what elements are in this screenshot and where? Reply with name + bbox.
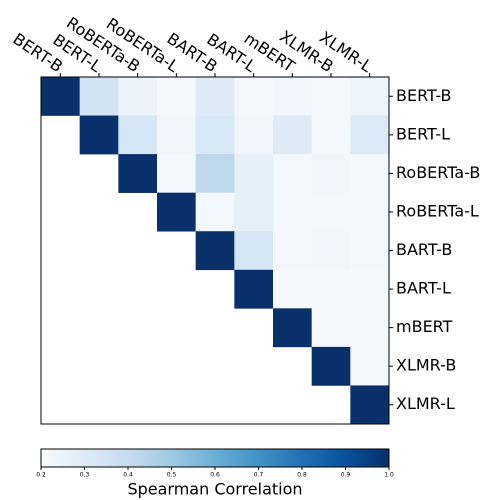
heatmap-cell — [79, 115, 119, 155]
colorbar-tick-label: 0.9 — [341, 472, 351, 479]
heatmap-cell — [311, 192, 351, 232]
heatmap-cell — [311, 77, 351, 116]
y-tick-label: BERT-B — [396, 86, 452, 105]
heatmap-cell — [273, 269, 312, 309]
heatmap-cell — [350, 346, 390, 386]
y-tick-label: mBERT — [396, 317, 453, 336]
heatmap-cell — [311, 115, 351, 155]
colorbar-tick-label: 0.7 — [254, 472, 264, 479]
colorbar-tick-label: 0.3 — [80, 472, 90, 479]
heatmap-cell — [273, 115, 312, 155]
colorbar-tick-label: 1.0 — [384, 472, 394, 479]
heatmap-cell — [311, 308, 351, 348]
heatmap-cell — [157, 115, 196, 155]
heatmap-cell — [234, 192, 274, 232]
y-tick-label: XLMR-B — [396, 356, 456, 375]
heatmap-cell — [195, 77, 235, 116]
heatmap-cell — [311, 346, 351, 386]
heatmap-cell — [350, 115, 390, 155]
heatmap-cell — [350, 77, 390, 116]
heatmap-cell — [311, 269, 351, 309]
heatmap-cell — [273, 231, 312, 271]
heatmap-cell — [234, 231, 274, 271]
colorbar-tick-label: 0.8 — [297, 472, 307, 479]
heatmap-cell — [118, 115, 158, 155]
heatmap-cell — [157, 77, 196, 116]
heatmap-cell — [350, 269, 390, 309]
heatmap-cell — [350, 231, 390, 271]
heatmap-cell — [350, 385, 390, 425]
heatmap-cell — [234, 154, 274, 193]
heatmap-cell — [273, 77, 312, 116]
heatmap-cell — [157, 154, 196, 193]
heatmap-cell — [350, 154, 390, 193]
heatmap-cell — [350, 192, 390, 232]
colorbar — [40, 448, 390, 468]
y-tick-label: BERT-L — [396, 124, 450, 143]
heatmap-cell — [195, 154, 235, 193]
heatmap-cell — [195, 231, 235, 271]
y-tick-label: RoBERTa-L — [396, 201, 479, 220]
heatmap-cell — [311, 154, 351, 193]
heatmap-cell — [195, 115, 235, 155]
heatmap-cell — [234, 115, 274, 155]
heatmap-cell — [234, 269, 274, 309]
colorbar-tick-label: 0.4 — [123, 472, 133, 479]
heatmap-cell — [311, 231, 351, 271]
heatmap-cell — [118, 154, 158, 193]
heatmap-cell — [79, 77, 119, 116]
heatmap-cell — [273, 308, 312, 348]
colorbar-tick-label: 0.6 — [210, 472, 220, 479]
heatmap-cell — [118, 77, 158, 116]
colorbar-tick-label: 0.2 — [36, 472, 46, 479]
heatmap-cell — [41, 77, 80, 116]
y-tick-label: BART-L — [396, 279, 451, 298]
heatmap-cell — [195, 192, 235, 232]
y-tick-label: BART-B — [396, 240, 452, 259]
y-tick-label: RoBERTa-B — [396, 163, 480, 182]
heatmap-cell — [350, 308, 390, 348]
heatmap-cell — [157, 192, 196, 232]
heatmap-cell — [273, 154, 312, 193]
y-tick-label: XLMR-L — [396, 394, 455, 413]
colorbar-label: Spearman Correlation — [127, 480, 302, 499]
heatmap-cell — [234, 77, 274, 116]
heatmap-cell — [273, 192, 312, 232]
colorbar-tick-label: 0.5 — [167, 472, 177, 479]
